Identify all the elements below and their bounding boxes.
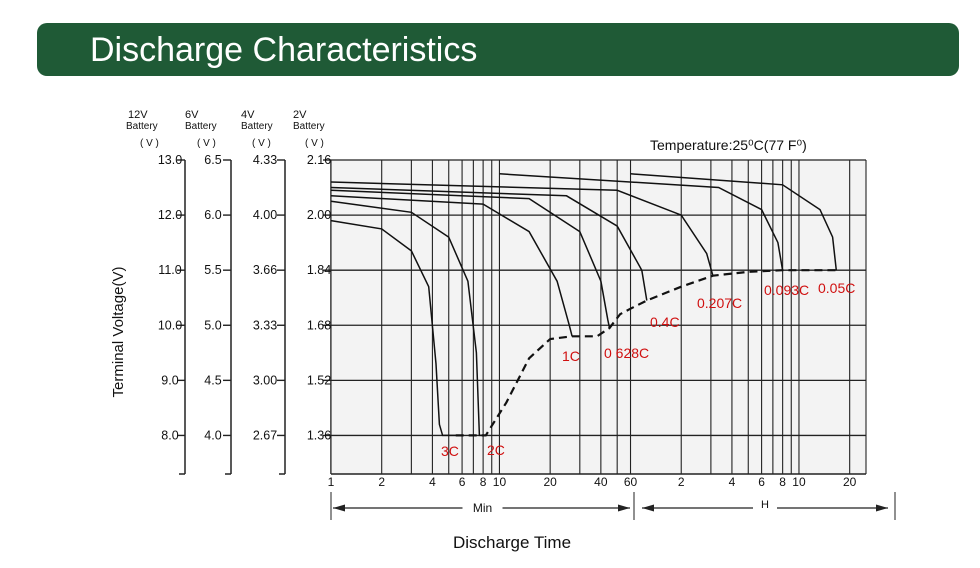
- header-2v: 2V: [293, 109, 307, 121]
- header-4v-word: Battery: [241, 121, 273, 132]
- y-axis-title: Terminal Voltage(V): [110, 267, 127, 398]
- x-tick-label: 4: [729, 475, 736, 489]
- scale-12v-tick-label: 10.0: [158, 318, 182, 332]
- range-label-min: Min: [473, 501, 492, 515]
- range-label-h: H: [761, 499, 769, 511]
- header-12v: 12V: [128, 109, 148, 121]
- curve-label: 3C: [441, 443, 459, 459]
- x-tick-label: 6: [459, 475, 466, 489]
- header-6v-word: Battery: [185, 121, 217, 132]
- min-arrow-left-head: [333, 504, 345, 512]
- h-arrow-left-head: [642, 504, 654, 512]
- discharge-curve: [330, 195, 573, 337]
- scale-12v-tick-label: 8.0: [161, 428, 178, 442]
- curve-label: 0.05C: [818, 280, 855, 296]
- scale-4v-tick-label: 3.00: [253, 373, 277, 387]
- curve-label: 0.207C: [697, 295, 742, 311]
- curve-label: 0 628C: [604, 345, 649, 361]
- scale-12v-tick-label: 13.0: [158, 153, 182, 167]
- scale-2v-tick-label: 2.16: [307, 153, 331, 167]
- scale-12v-tick-label: 12.0: [158, 208, 182, 222]
- header-6v: 6V: [185, 109, 199, 121]
- curve-label: 0.4C: [650, 314, 680, 330]
- scale-6v-tick-label: 5.5: [204, 263, 221, 277]
- scale-2v-tick-label: 1.68: [307, 318, 331, 332]
- scale-4v-tick-label: 4.33: [253, 153, 277, 167]
- scale-4v-tick-label: 4.00: [253, 208, 277, 222]
- curve-label: 2C: [487, 442, 505, 458]
- x-tick-label: 20: [843, 475, 857, 489]
- discharge-curve: [330, 219, 456, 437]
- x-tick-label: 40: [594, 475, 608, 489]
- header-2v-word: Battery: [293, 121, 325, 132]
- curve-label: 1C: [562, 348, 580, 364]
- x-tick-label: 20: [543, 475, 557, 489]
- scale-6v-tick-label: 6.5: [204, 153, 221, 167]
- scale-6v-tick-label: 4.5: [204, 373, 221, 387]
- x-tick-label: 4: [429, 475, 436, 489]
- scale-6v-tick-label: 4.0: [204, 428, 221, 442]
- x-tick-label: 10: [493, 475, 507, 489]
- x-tick-label: 1: [328, 475, 335, 489]
- curve-label: 0.093C: [764, 282, 809, 298]
- discharge-curve: [330, 181, 714, 276]
- scale-6v-tick-label: 5.0: [204, 318, 221, 332]
- scale-6v-tick-label: 6.0: [204, 208, 221, 222]
- h-arrow-right-head: [876, 504, 888, 512]
- temperature-label: Temperature:25⁰C(77 F⁰): [650, 137, 807, 153]
- discharge-curve: [499, 173, 784, 271]
- scale-2v-tick-label: 1.84: [307, 263, 331, 277]
- x-tick-label: 2: [378, 475, 385, 489]
- x-axis-title: Discharge Time: [453, 533, 571, 552]
- x-tick-label: 2: [678, 475, 685, 489]
- header-4v-unit: ( V ): [252, 138, 271, 149]
- min-arrow-right-head: [618, 504, 630, 512]
- title-banner: Discharge Characteristics: [37, 23, 959, 76]
- header-6v-unit: ( V ): [197, 138, 216, 149]
- scale-4v-tick-label: 3.66: [253, 263, 277, 277]
- header-2v-unit: ( V ): [305, 138, 324, 149]
- scale-4v-tick-label: 2.67: [253, 428, 277, 442]
- scale-2v-tick-label: 1.36: [307, 428, 331, 442]
- x-tick-label: 6: [758, 475, 765, 489]
- discharge-curve: [330, 189, 611, 329]
- page-title: Discharge Characteristics: [90, 31, 478, 69]
- discharge-curve: [330, 186, 648, 301]
- y-scale-headers: 12V Battery ( V ) 6V Battery ( V ) 4V Ba…: [126, 109, 325, 149]
- x-tick-label: 8: [779, 475, 786, 489]
- cutoff-voltage-line: [455, 269, 837, 437]
- discharge-curve: [330, 200, 486, 437]
- scale-12v-tick-label: 11.0: [158, 263, 181, 277]
- header-12v-unit: ( V ): [140, 138, 159, 149]
- x-tick-label: 10: [792, 475, 806, 489]
- x-tick-label: 8: [480, 475, 487, 489]
- discharge-curve: [630, 173, 838, 271]
- scale-2v-tick-label: 1.52: [307, 373, 331, 387]
- scale-4v-tick-label: 3.33: [253, 318, 277, 332]
- header-12v-word: Battery: [126, 121, 158, 132]
- scale-12v-tick-label: 9.0: [161, 373, 178, 387]
- plot-area: [331, 160, 866, 474]
- scale-2v-tick-label: 2.00: [307, 208, 331, 222]
- header-4v: 4V: [241, 109, 255, 121]
- x-tick-label: 60: [624, 475, 638, 489]
